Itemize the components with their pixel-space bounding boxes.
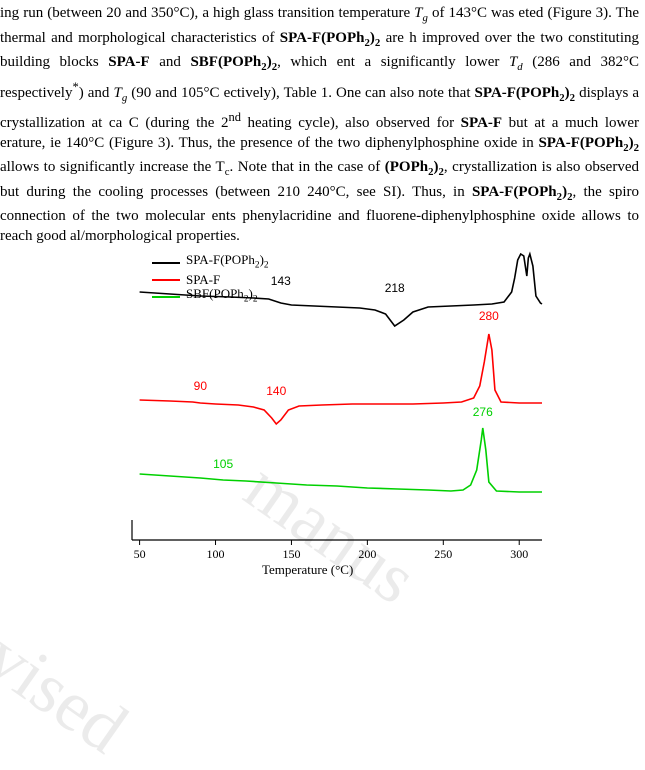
x-tick-label: 50 [134,547,146,561]
dsc-chart: SPA-F(POPh2)2SPA-FSBF(POPh2)2 50 100 150 20… [92,250,552,590]
paragraph-text: ing run (between 20 and 350°C), a high g… [0,5,639,244]
series-line [140,428,542,492]
legend-swatch [152,296,180,298]
chart-legend: SPA-F(POPh2)2SPA-FSBF(POPh2)2 [152,254,269,305]
legend-swatch [152,262,180,264]
legend-item: SPA-F(POPh2)2 [152,254,269,271]
peak-label: 140 [266,384,286,398]
x-tick-label: 200 [358,547,376,561]
legend-swatch [152,279,180,281]
x-tick-label: 150 [282,547,300,561]
peak-label: 280 [479,309,499,323]
x-tick-label: 100 [207,547,225,561]
legend-label: SBF(POPh2)2 [186,285,258,309]
x-tick-label: 300 [510,547,528,561]
peak-label: 90 [194,379,208,393]
watermark-part-1: vised [0,615,142,770]
x-tick-label: 250 [434,547,452,561]
legend-item: SBF(POPh2)2 [152,288,269,305]
x-axis-title: Temperature (°C) [262,562,353,578]
peak-label: 276 [473,405,493,419]
peak-label: 105 [213,457,233,471]
body-paragraph: ing run (between 20 and 350°C), a high g… [0,4,645,246]
peak-label: 143 [271,274,291,288]
peak-label: 218 [385,281,405,295]
